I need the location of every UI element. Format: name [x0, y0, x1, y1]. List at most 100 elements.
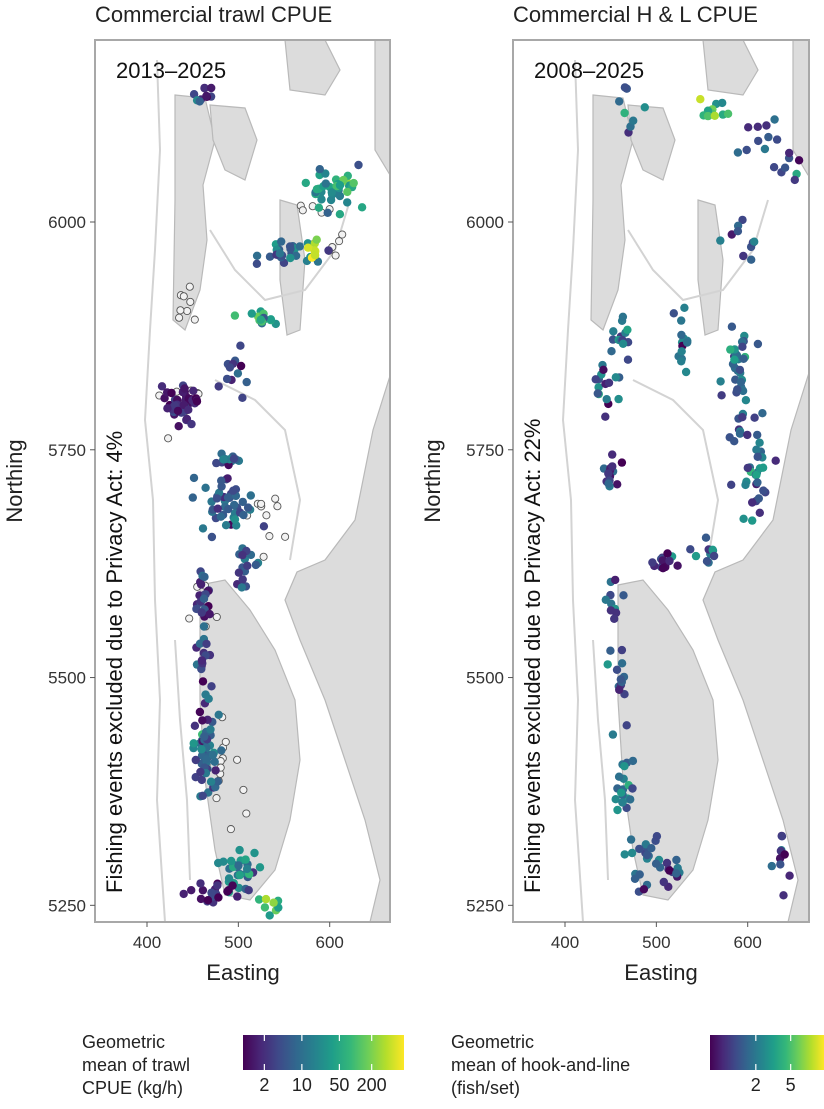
cpue-cell	[627, 848, 637, 858]
cpue-cell	[198, 716, 207, 725]
cpue-cell	[157, 382, 167, 391]
cpue-cell	[753, 339, 763, 349]
cpue-cell	[739, 354, 748, 363]
x-tick-label: 500	[642, 933, 670, 952]
cpue-cell	[764, 132, 773, 142]
cpue-cell	[184, 405, 193, 414]
map-layer	[0, 40, 390, 922]
cpue-cell	[617, 458, 627, 467]
cpue-cell	[212, 494, 222, 503]
cpue-cell	[727, 322, 737, 331]
y-axis: 5250 5500 5750 6000	[466, 213, 513, 915]
cpue-cell	[213, 881, 222, 890]
panel-frame	[94, 39, 391, 923]
cpue-cell	[349, 178, 358, 188]
cpue-cell	[239, 510, 248, 520]
cpue-cell	[219, 857, 228, 866]
period-label: 2013–2025	[116, 58, 226, 83]
cpue-cell	[744, 123, 753, 132]
cpue-cell	[233, 892, 242, 901]
panel-frame	[512, 39, 810, 923]
cpue-cell	[198, 791, 207, 800]
x-tick-label: 600	[316, 933, 344, 952]
cpue-cell	[204, 694, 213, 703]
cpue-cell	[225, 363, 235, 372]
excluded-cell-marker	[265, 532, 274, 541]
cpue-cell	[628, 784, 637, 793]
cpue-cell	[197, 656, 207, 665]
cpue-cell	[618, 798, 627, 807]
excluded-cell-marker	[273, 502, 282, 511]
cpue-cell	[206, 725, 215, 734]
cpue-cell	[709, 551, 719, 561]
cpue-cell	[200, 572, 209, 582]
cpue-cell	[755, 508, 764, 517]
cpue-cell	[314, 203, 324, 212]
colorbar	[710, 1035, 824, 1070]
cpue-cell	[222, 374, 232, 384]
cpue-cell	[739, 514, 748, 523]
cpue-cell	[242, 864, 252, 874]
cpue-cell	[198, 524, 208, 533]
cpue-cell	[265, 911, 274, 920]
legend-hook-and-line: Geometric mean of hook-and-line (fish/se…	[451, 1032, 824, 1098]
cpue-cell	[224, 874, 234, 883]
cpue-cell	[738, 413, 747, 422]
x-axis-label: Easting	[206, 960, 279, 985]
cpue-cell	[620, 108, 629, 118]
cpue-cell	[790, 175, 799, 185]
cpue-cell	[718, 98, 727, 108]
cpue-cell	[198, 677, 208, 686]
cpue-cell	[219, 455, 228, 464]
cpue-cell	[604, 479, 613, 488]
cpue-cell	[608, 462, 617, 471]
cpue-cell	[594, 383, 603, 392]
cpue-cell	[612, 665, 622, 674]
cpue-cell	[190, 721, 200, 730]
cpue-cell	[201, 483, 210, 492]
cpue-cell	[639, 885, 649, 894]
cpue-cell	[229, 454, 239, 463]
cpue-cell	[187, 886, 196, 895]
land-polygon	[590, 94, 634, 332]
cpue-cell	[672, 855, 681, 865]
cpue-cell	[223, 474, 232, 483]
cpue-cell	[735, 429, 745, 438]
cpue-cell	[683, 338, 692, 347]
cpue-cell	[247, 309, 256, 318]
excluded-cell-marker	[335, 237, 344, 246]
cpue-cell	[785, 871, 794, 880]
cpue-cell	[730, 355, 739, 364]
cpue-cell	[776, 860, 785, 869]
cpue-cell	[716, 236, 725, 245]
cpue-cell	[301, 178, 310, 188]
cpue-cell	[260, 903, 270, 912]
cpue-cell	[235, 870, 244, 880]
y-tick-label: 5250	[466, 896, 504, 915]
cpue-cell	[200, 732, 209, 741]
cpue-cell	[662, 858, 672, 868]
cpue-cell	[794, 156, 804, 165]
cpue-cell	[285, 242, 295, 251]
cpue-cell	[192, 397, 202, 406]
cpue-cell	[214, 382, 223, 391]
y-tick-label: 6000	[48, 213, 86, 232]
cpue-cell	[207, 888, 216, 897]
depth-contour	[561, 59, 584, 922]
cpue-cell	[733, 148, 743, 157]
cpue-cell	[191, 755, 200, 765]
cpue-cell	[357, 203, 367, 212]
excluded-cell-marker	[0, 90, 4, 97]
excluded-cell-marker	[185, 282, 194, 291]
cpue-cell	[303, 243, 313, 252]
cpue-cell	[238, 393, 247, 402]
land-polygon	[702, 40, 759, 96]
colorbar	[243, 1035, 404, 1070]
cpue-cell	[312, 185, 322, 194]
cpue-cell	[195, 707, 205, 717]
cpue-cell	[772, 135, 782, 144]
excluded-cell-marker	[331, 251, 340, 260]
cpue-cell	[702, 557, 712, 566]
cpue-cell	[202, 91, 211, 101]
cpue-cell	[665, 556, 674, 566]
